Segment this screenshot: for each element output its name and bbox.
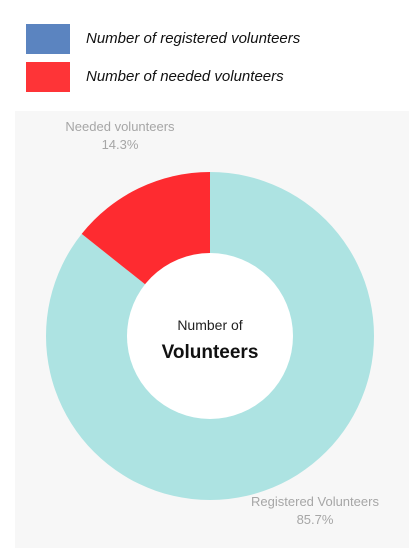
legend-item-needed: Number of needed volunteers	[26, 62, 406, 92]
legend-swatch-needed	[26, 62, 70, 92]
donut-chart: Number of Volunteers Registered Voluntee…	[46, 119, 379, 527]
slice-label-registered: Registered Volunteers	[251, 494, 379, 509]
legend-label-registered: Number of registered volunteers	[86, 30, 301, 47]
center-text-line1: Number of	[177, 317, 242, 333]
slice-percent-needed: 14.3%	[102, 137, 139, 152]
slice-labels-layer: Registered Volunteers 85.7% Needed volunte…	[65, 119, 379, 527]
legend-swatch-registered	[26, 24, 70, 54]
slice-percent-registered: 85.7%	[297, 512, 334, 527]
legend-item-registered: Number of registered volunteers	[26, 24, 406, 54]
slice-label-needed: Needed volunteers	[65, 119, 175, 134]
center-text-line2: Volunteers	[162, 342, 259, 363]
donut-chart-panel: Number of Volunteers Registered Voluntee…	[15, 111, 409, 548]
chart-legend: Number of registered volunteers Number o…	[26, 24, 406, 100]
legend-label-needed: Number of needed volunteers	[86, 68, 284, 85]
donut-hole	[127, 253, 293, 419]
